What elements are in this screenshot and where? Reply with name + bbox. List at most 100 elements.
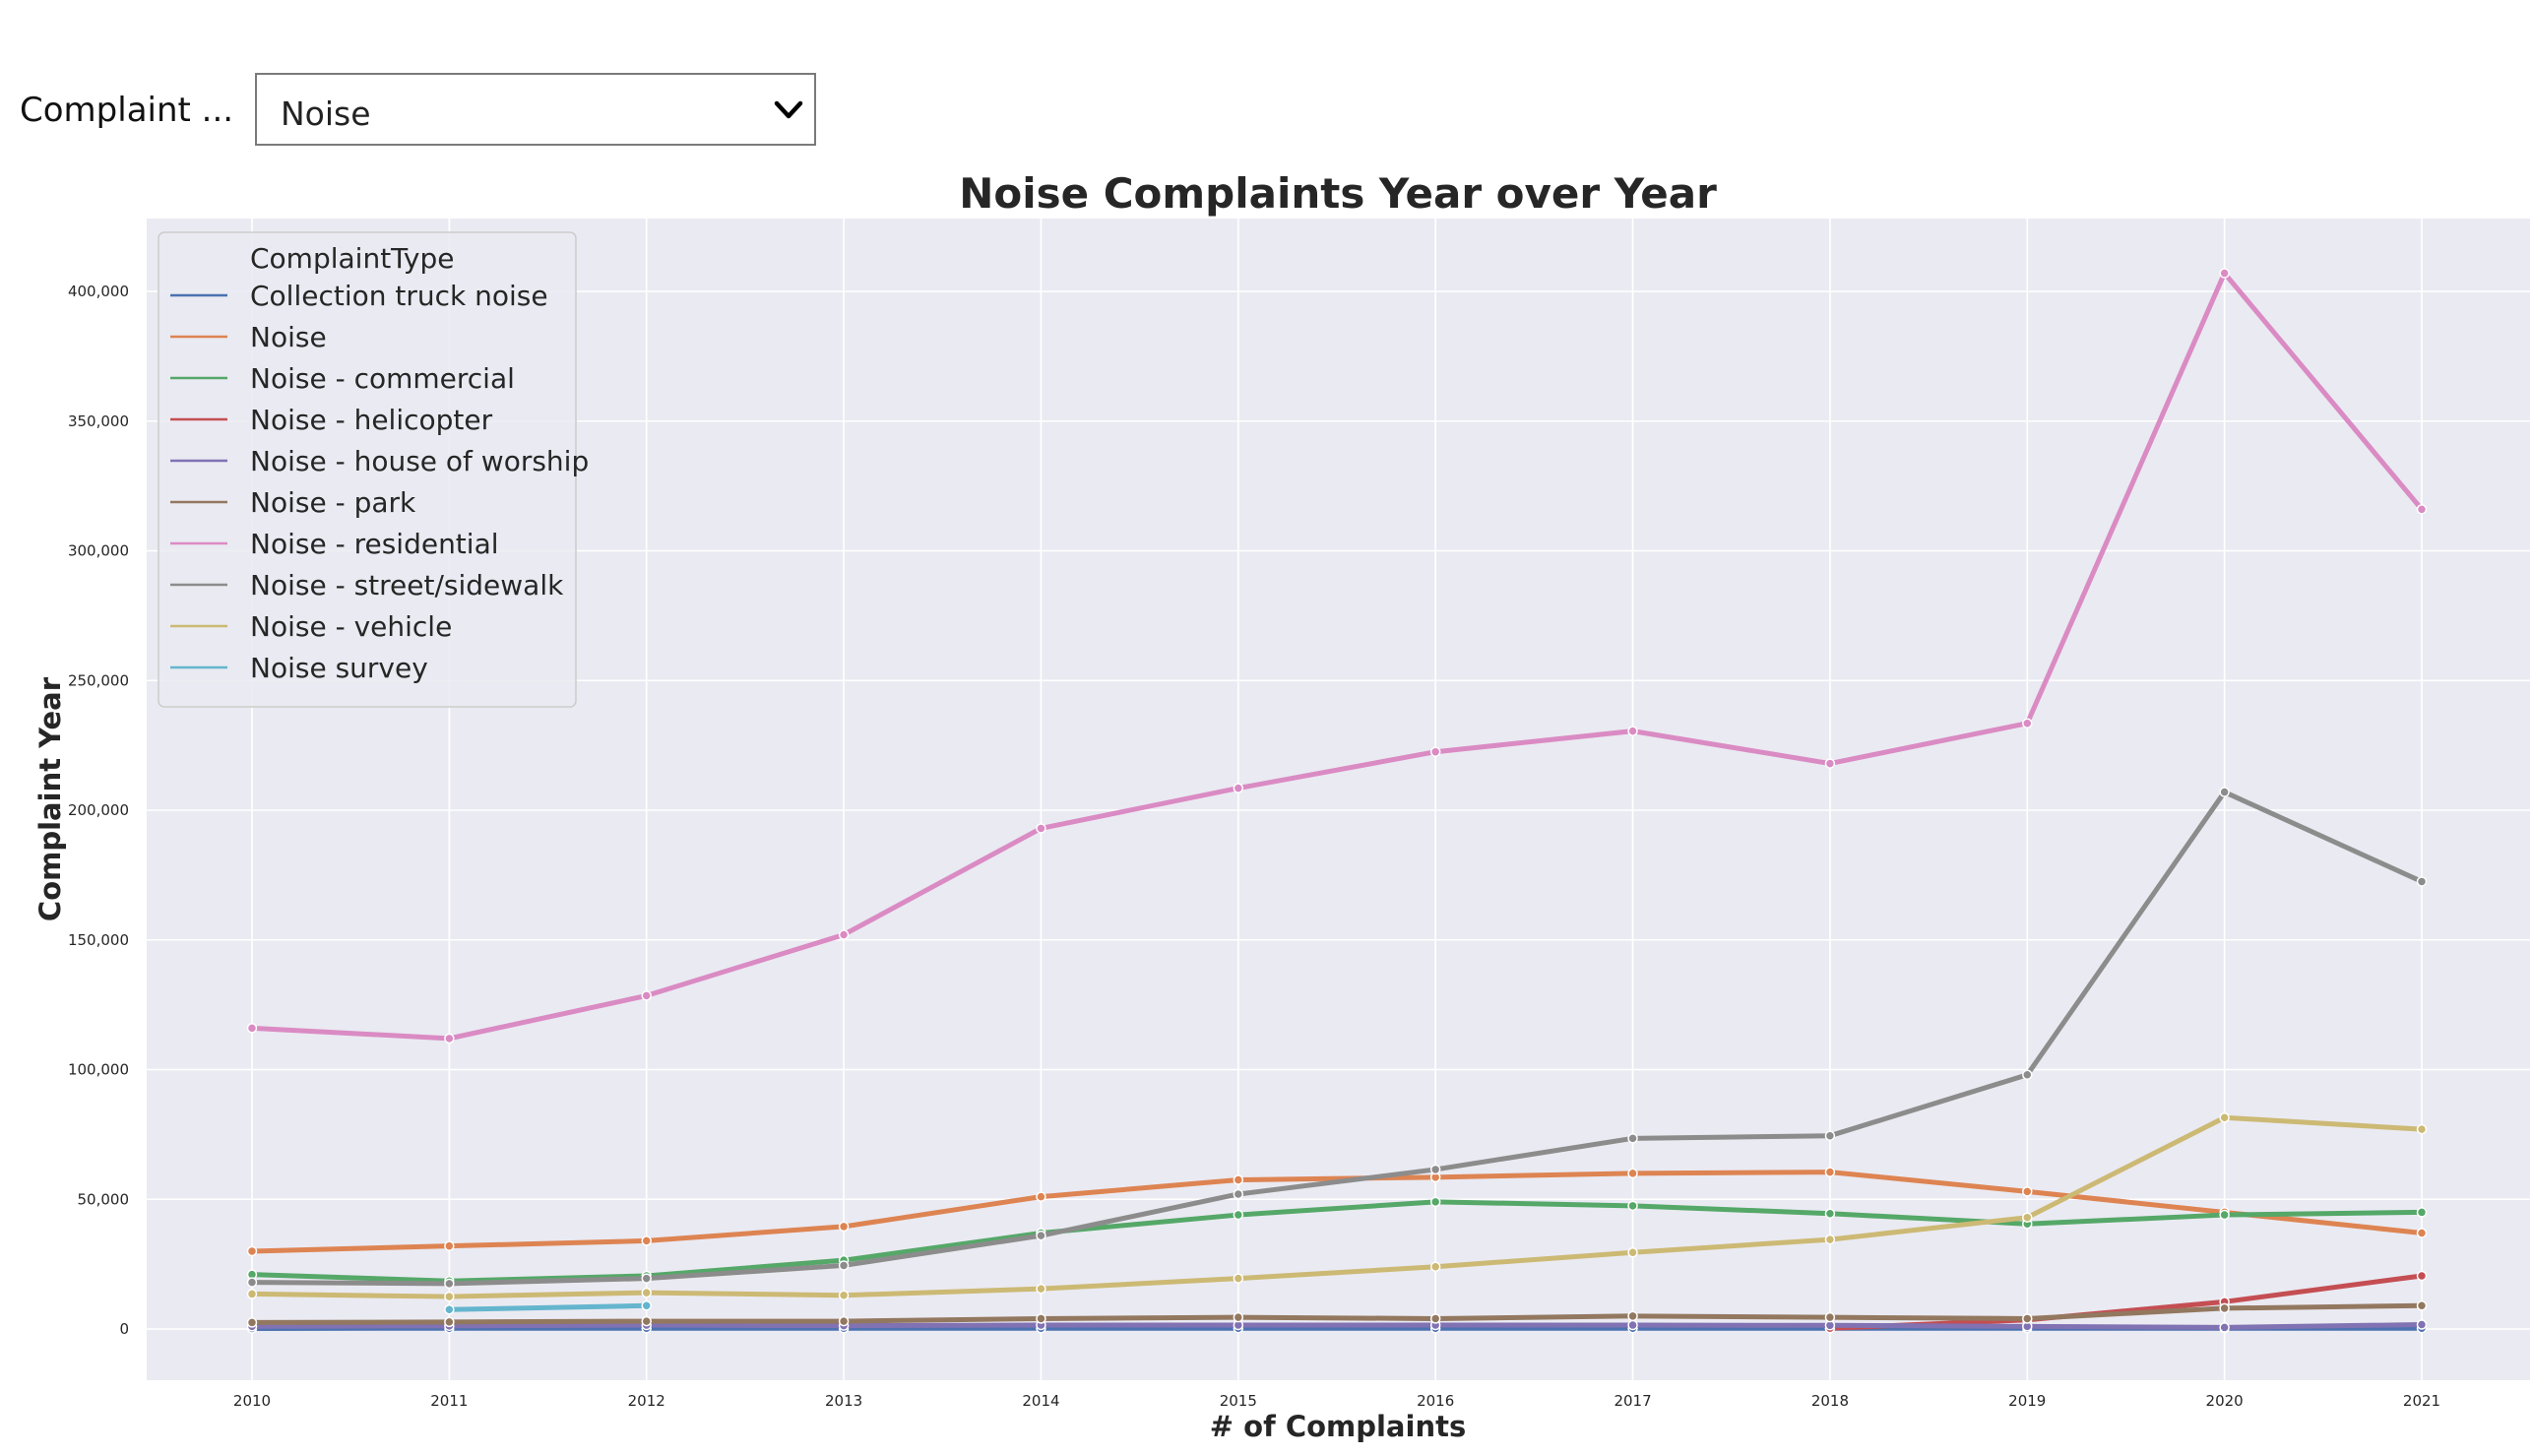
- data-point: [1233, 1273, 1244, 1284]
- chart-title: Noise Complaints Year over Year: [959, 169, 1717, 218]
- y-tick-label: 150,000: [68, 931, 129, 949]
- data-point: [641, 1273, 652, 1284]
- data-point: [1036, 1191, 1046, 1202]
- data-point: [1429, 1261, 1441, 1273]
- data-point: [2416, 1207, 2428, 1218]
- data-point: [2416, 1319, 2428, 1330]
- complaint-type-filter-label: Complaint ...: [20, 91, 234, 130]
- x-tick-label: 2019: [2008, 1392, 2046, 1410]
- data-point: [1429, 1313, 1441, 1324]
- data-point: [1036, 823, 1046, 834]
- legend-title: ComplaintType: [250, 242, 454, 275]
- legend-entry: Noise survey: [250, 652, 428, 684]
- data-point: [1627, 1319, 1638, 1331]
- data-point: [246, 1245, 258, 1257]
- series-line: [446, 1302, 650, 1312]
- data-point: [1824, 1234, 1836, 1245]
- data-point: [444, 1033, 455, 1045]
- data-point: [2022, 1069, 2033, 1081]
- data-point: [2416, 876, 2428, 887]
- data-point: [2219, 1302, 2230, 1314]
- data-point: [1824, 1130, 1836, 1141]
- data-point: [1036, 1313, 1046, 1324]
- series-line: [249, 1199, 2425, 1284]
- data-point: [838, 1221, 850, 1233]
- data-point: [1036, 1283, 1046, 1295]
- data-point: [444, 1278, 455, 1290]
- x-tick-label: 2012: [628, 1392, 665, 1410]
- data-point: [2022, 1186, 2033, 1197]
- y-axis-label: Complaint Year: [33, 676, 67, 921]
- data-point: [1627, 1133, 1638, 1144]
- legend-entry: Noise - vehicle: [250, 610, 452, 643]
- data-point: [246, 1277, 258, 1288]
- data-point: [2416, 1123, 2428, 1135]
- data-point: [2022, 1313, 2033, 1324]
- legend-entry: Noise - house of worship: [250, 445, 589, 477]
- x-tick-label: 2021: [2403, 1392, 2440, 1410]
- x-tick-label: 2015: [1220, 1392, 1257, 1410]
- x-tick-label: 2016: [1417, 1392, 1454, 1410]
- data-point: [2219, 1209, 2230, 1221]
- data-point: [838, 929, 850, 940]
- legend-entry: Noise - street/sidewalk: [250, 569, 564, 601]
- data-point: [1627, 1168, 1638, 1179]
- series-line: [249, 1114, 2425, 1299]
- legend-entry: Noise - helicopter: [250, 404, 493, 436]
- x-tick-label: 2020: [2206, 1392, 2244, 1410]
- data-point: [641, 990, 652, 1001]
- data-point: [1429, 1196, 1441, 1208]
- data-point: [1233, 1209, 1244, 1221]
- data-point: [1036, 1230, 1046, 1241]
- y-tick-label: 250,000: [68, 671, 129, 689]
- data-point: [246, 1317, 258, 1328]
- data-point: [1627, 1200, 1638, 1212]
- data-point: [2219, 1111, 2230, 1123]
- x-tick-label: 2014: [1022, 1392, 1059, 1410]
- data-point: [838, 1290, 850, 1300]
- y-tick-label: 350,000: [68, 412, 129, 430]
- data-point: [1627, 1247, 1638, 1258]
- y-tick-label: 300,000: [68, 542, 129, 560]
- data-point: [1233, 1188, 1244, 1200]
- data-point: [2219, 787, 2230, 797]
- data-point: [641, 1287, 652, 1298]
- data-point: [444, 1240, 455, 1251]
- data-point: [246, 1289, 258, 1299]
- x-tick-label: 2010: [233, 1392, 271, 1410]
- data-point: [1627, 726, 1638, 736]
- legend-entry: Collection truck noise: [250, 280, 548, 312]
- data-point: [444, 1316, 455, 1328]
- data-point: [2416, 504, 2428, 515]
- data-point: [2416, 1300, 2428, 1311]
- legend-entry: Noise - residential: [250, 528, 499, 560]
- data-point: [444, 1303, 455, 1315]
- y-tick-label: 50,000: [78, 1190, 130, 1208]
- data-point: [838, 1260, 850, 1271]
- series-line: [249, 271, 2425, 1042]
- data-point: [1429, 1164, 1441, 1175]
- y-tick-label: 400,000: [68, 283, 129, 300]
- data-point: [2022, 1212, 2033, 1223]
- x-axis-label: # of Complaints: [1210, 1410, 1466, 1443]
- x-tick-label: 2013: [825, 1392, 862, 1410]
- series-line: [249, 1302, 2425, 1325]
- data-point: [641, 1235, 652, 1246]
- data-point: [2022, 718, 2033, 728]
- chevron-down-icon: [774, 100, 803, 119]
- data-point: [2219, 268, 2230, 279]
- dropdown-selected-value: Noise: [281, 95, 371, 133]
- data-point: [641, 1315, 652, 1327]
- x-tick-label: 2018: [1811, 1392, 1849, 1410]
- data-point: [444, 1291, 455, 1302]
- data-point: [2219, 1322, 2230, 1333]
- data-point: [246, 1023, 258, 1034]
- data-point: [2416, 1228, 2428, 1238]
- series-line: [249, 790, 2425, 1287]
- legend-entry: Noise: [250, 321, 327, 353]
- complaint-type-dropdown[interactable]: Noise: [255, 73, 816, 146]
- legend-box: [158, 231, 577, 708]
- data-point: [1824, 1311, 1836, 1323]
- x-tick-label: 2011: [430, 1392, 468, 1410]
